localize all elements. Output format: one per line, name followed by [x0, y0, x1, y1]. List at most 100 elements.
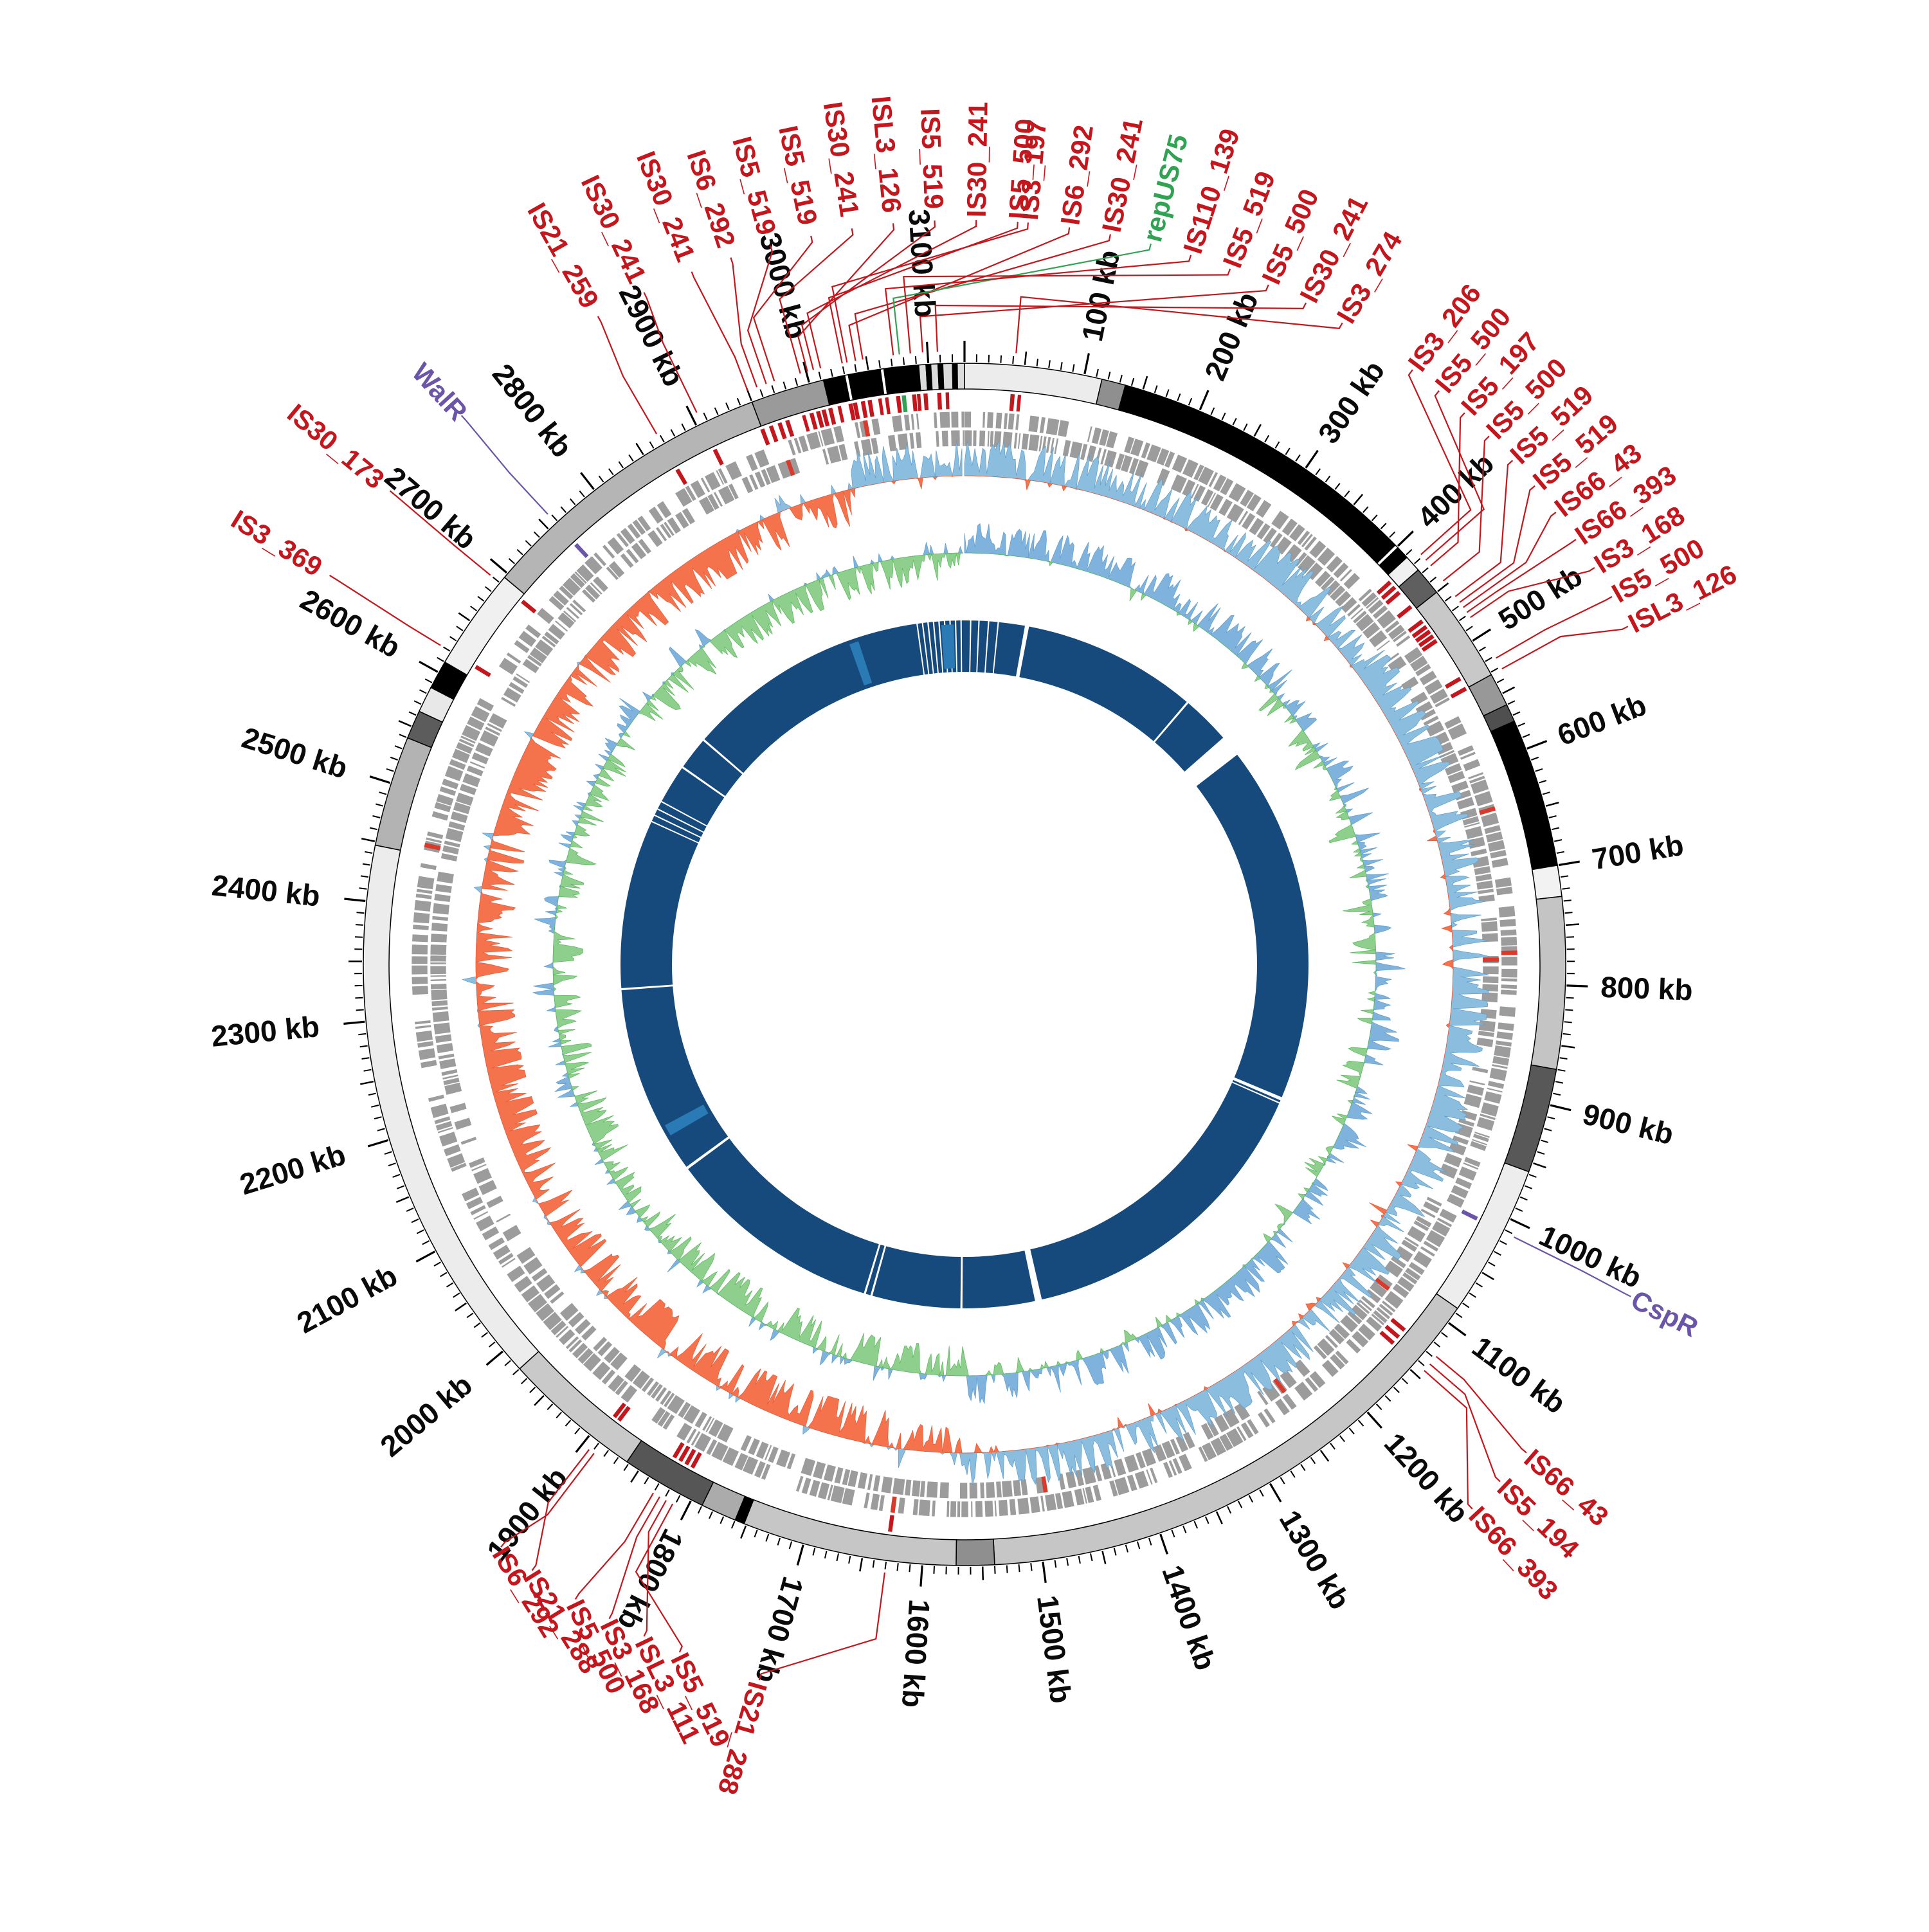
- annotation-leader: [848, 227, 1071, 361]
- annotation-label: IS5_519: [773, 123, 823, 228]
- gene-segment-highlight: [1479, 806, 1496, 815]
- annotation-leader: [531, 1449, 590, 1571]
- is-element-tick: [888, 1515, 894, 1532]
- coverage-ring-segment: [872, 1246, 961, 1308]
- is-element-tick: [672, 1442, 685, 1459]
- annotation-leader: [1435, 1356, 1527, 1454]
- is-element-tick: [1381, 586, 1397, 600]
- gene-segment-highlight: [424, 842, 441, 851]
- is-element-tick: [885, 397, 891, 415]
- annotation-leader: [1424, 1369, 1473, 1510]
- genome-position-label: 1100 kb: [1466, 1330, 1572, 1420]
- annotation-label: IS5_500: [1003, 118, 1040, 220]
- genome-position-label: 1000 kb: [1534, 1218, 1647, 1294]
- annotation-leader: [635, 1503, 683, 1653]
- contig-segment: [964, 363, 1103, 405]
- genome-position-label: 2600 kb: [295, 582, 406, 664]
- coverage-light-band: [664, 1105, 709, 1135]
- is-element-tick: [916, 393, 922, 411]
- coverage-ring-segment: [658, 802, 707, 832]
- annotation-leader: [460, 415, 548, 515]
- annotation-leader: [1442, 435, 1490, 582]
- coverage-ring-segment: [1030, 1083, 1280, 1300]
- annotation-leader: [884, 255, 1192, 356]
- coverage-ring-segment: [923, 622, 933, 674]
- is-element-tick: [848, 403, 856, 420]
- annotation-leader: [730, 257, 758, 388]
- is-element-tick: [1385, 591, 1401, 605]
- is-element-tick: [809, 412, 818, 430]
- coverage-ring-segment: [651, 815, 701, 843]
- annotation-leader: [903, 268, 1231, 354]
- genome-position-label: 400 kb: [1411, 446, 1500, 534]
- is-element-tick: [612, 1402, 626, 1418]
- gene-track-row: [430, 429, 1499, 1499]
- annotation-leader: [1454, 460, 1514, 597]
- annotation-leader: [747, 245, 774, 384]
- coverage-ring-segment: [1155, 703, 1224, 772]
- annotation-label: IS5_519: [915, 108, 949, 210]
- is-element-tick: [878, 398, 884, 415]
- is-element-tick: [675, 468, 687, 485]
- is-element-tick: [678, 1445, 691, 1462]
- genome-position-label: 1900 kb: [480, 1461, 574, 1566]
- genome-position-label: 1400 kb: [1155, 1561, 1222, 1675]
- annotation-leader: [574, 1492, 655, 1600]
- is-element-tick: [521, 599, 537, 614]
- genome-position-label: 1300 kb: [1273, 1504, 1357, 1615]
- genome-position-label: 1200 kb: [1378, 1427, 1476, 1530]
- coverage-ring-segment: [865, 1244, 885, 1296]
- coverage-ring-segment: [928, 622, 937, 674]
- is-element-tick: [828, 408, 837, 425]
- annotation-leader: [797, 223, 895, 372]
- contig-segment: [847, 368, 885, 401]
- is-element-tick: [816, 410, 824, 428]
- is-element-tick: [768, 425, 779, 443]
- coverage-ring-segment: [934, 621, 943, 673]
- coverage-ring-segment: [993, 622, 1025, 677]
- annotation-leader: [752, 235, 813, 382]
- is-element-tick: [1421, 638, 1438, 652]
- genome-position-label: 2400 kb: [210, 868, 322, 912]
- annotation-leader: [500, 1452, 595, 1548]
- is-element-tick: [1418, 634, 1435, 647]
- coverage-ring-segment: [662, 768, 725, 826]
- is-element-tick: [860, 401, 868, 419]
- coverage-ring-segment: [964, 620, 970, 673]
- gene-segment-highlight: [785, 459, 795, 476]
- annotation-label: IS3_369: [226, 504, 328, 582]
- is-element-tick: [867, 399, 874, 417]
- genome-position-label: 2800 kb: [486, 357, 579, 464]
- gene-segment-highlight: [1041, 1476, 1048, 1493]
- is-element-tick: [1445, 676, 1462, 689]
- genome-position-label: 1600 kb: [896, 1598, 937, 1709]
- annotation-label: IS30_241: [1096, 116, 1148, 235]
- annotation-leader: [1430, 412, 1465, 566]
- gene-segment-highlight: [1273, 1378, 1287, 1394]
- is-element-tick: [475, 665, 491, 678]
- annotation-leader: [643, 292, 698, 413]
- is-element-tick: [896, 395, 902, 413]
- genome-position-label: 600 kb: [1553, 688, 1651, 752]
- is-element-tick: [712, 448, 724, 465]
- is-element-tick: [1450, 687, 1467, 699]
- coverage-ring-segment: [977, 620, 988, 673]
- genome-position-label: 200 kb: [1198, 287, 1265, 385]
- annotation-label: CspR: [1626, 1284, 1703, 1342]
- is-element-tick: [923, 393, 929, 411]
- is-element-tick: [1376, 581, 1392, 595]
- gc-content-negative-area: [475, 475, 1454, 1454]
- genome-position-label: 500 kb: [1492, 559, 1588, 636]
- is-element-tick: [853, 402, 860, 420]
- annotation-leader: [329, 574, 441, 646]
- annotation-leader: [1466, 539, 1577, 613]
- genome-position-label: 2300 kb: [210, 1009, 321, 1053]
- contig-segment: [952, 363, 958, 390]
- genome-position-label: 900 kb: [1580, 1097, 1677, 1151]
- genome-position-label: 2200 kb: [236, 1137, 350, 1201]
- genome-position-label: 2100 kb: [291, 1259, 403, 1340]
- is-element-tick: [1384, 1324, 1400, 1339]
- coverage-ring-segment: [962, 1250, 1035, 1309]
- annotation-leader: [1429, 1363, 1501, 1483]
- contig-segment: [956, 363, 965, 390]
